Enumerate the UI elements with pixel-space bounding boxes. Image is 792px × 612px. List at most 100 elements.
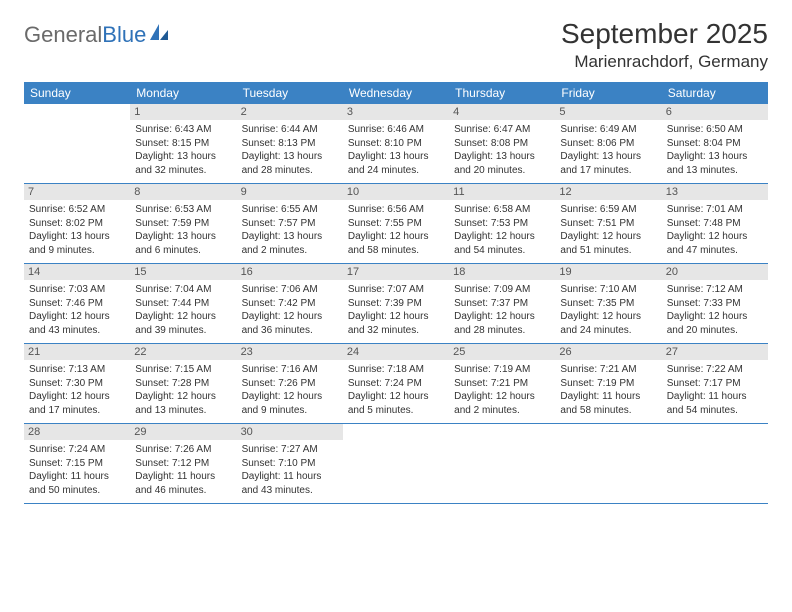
day-cell: 19Sunrise: 7:10 AMSunset: 7:35 PMDayligh… <box>555 264 661 343</box>
sail-icon <box>148 22 170 47</box>
day-number: 5 <box>555 104 661 120</box>
weekday-header: Sunday <box>24 82 130 104</box>
day-detail-line: Sunset: 7:42 PM <box>242 297 338 311</box>
weekday-header: Monday <box>130 82 236 104</box>
day-detail-line: Sunset: 7:57 PM <box>242 217 338 231</box>
day-cell <box>24 104 130 183</box>
day-cell: 27Sunrise: 7:22 AMSunset: 7:17 PMDayligh… <box>662 344 768 423</box>
day-details: Sunrise: 7:03 AMSunset: 7:46 PMDaylight:… <box>29 283 125 337</box>
day-details: Sunrise: 7:15 AMSunset: 7:28 PMDaylight:… <box>135 363 231 417</box>
day-cell: 14 Sunrise: 7:03 AMSunset: 7:46 PMDayligh… <box>24 264 130 343</box>
day-detail-line: Sunset: 7:59 PM <box>135 217 231 231</box>
logo-text-general: General <box>24 22 102 47</box>
weekday-header: Thursday <box>449 82 555 104</box>
day-details: Sunrise: 6:44 AMSunset: 8:13 PMDaylight:… <box>242 123 338 177</box>
day-number: 28 <box>24 424 130 440</box>
day-details: Sunrise: 7:26 AMSunset: 7:12 PMDaylight:… <box>135 443 231 497</box>
day-cell: 25Sunrise: 7:19 AMSunset: 7:21 PMDayligh… <box>449 344 555 423</box>
day-details: Sunrise: 7:07 AMSunset: 7:39 PMDaylight:… <box>348 283 444 337</box>
day-detail-line: Daylight: 13 hours <box>29 230 125 244</box>
day-cell: 16 Sunrise: 7:06 AMSunset: 7:42 PMDayligh… <box>237 264 343 343</box>
day-detail-line: Sunrise: 6:52 AM <box>29 203 125 217</box>
day-details: Sunrise: 7:04 AMSunset: 7:44 PMDaylight:… <box>135 283 231 337</box>
day-detail-line: Daylight: 12 hours <box>29 310 125 324</box>
day-details: Sunrise: 7:10 AMSunset: 7:35 PMDaylight:… <box>560 283 656 337</box>
day-detail-line: Sunrise: 7:16 AM <box>242 363 338 377</box>
day-detail-line: Daylight: 13 hours <box>348 150 444 164</box>
day-details: Sunrise: 7:18 AMSunset: 7:24 PMDaylight:… <box>348 363 444 417</box>
day-detail-line: and 2 minutes. <box>242 244 338 258</box>
day-detail-line: Sunset: 7:12 PM <box>135 457 231 471</box>
day-number: 18 <box>449 264 555 280</box>
day-detail-line: and 36 minutes. <box>242 324 338 338</box>
day-number: 11 <box>449 184 555 200</box>
day-cell: 12Sunrise: 6:59 AMSunset: 7:51 PMDayligh… <box>555 184 661 263</box>
day-detail-line: Daylight: 12 hours <box>135 310 231 324</box>
day-number: 13 <box>662 184 768 200</box>
day-details: Sunrise: 6:43 AMSunset: 8:15 PMDaylight:… <box>135 123 231 177</box>
day-detail-line: Sunrise: 6:50 AM <box>667 123 763 137</box>
day-detail-line: Sunrise: 7:09 AM <box>454 283 550 297</box>
weekday-header: Tuesday <box>237 82 343 104</box>
day-cell: 18Sunrise: 7:09 AMSunset: 7:37 PMDayligh… <box>449 264 555 343</box>
day-detail-line: Sunset: 7:48 PM <box>667 217 763 231</box>
day-number: 16 <box>237 264 343 280</box>
day-detail-line: Sunrise: 7:10 AM <box>560 283 656 297</box>
day-detail-line: Sunrise: 7:26 AM <box>135 443 231 457</box>
week-row: 21Sunrise: 7:13 AMSunset: 7:30 PMDayligh… <box>24 344 768 424</box>
day-cell: 29Sunrise: 7:26 AMSunset: 7:12 PMDayligh… <box>130 424 236 503</box>
day-cell: 4Sunrise: 6:47 AMSunset: 8:08 PMDaylight… <box>449 104 555 183</box>
week-row: 28Sunrise: 7:24 AMSunset: 7:15 PMDayligh… <box>24 424 768 504</box>
day-details: Sunrise: 7:12 AMSunset: 7:33 PMDaylight:… <box>667 283 763 337</box>
day-detail-line: and 2 minutes. <box>454 404 550 418</box>
day-details: Sunrise: 6:52 AMSunset: 8:02 PMDaylight:… <box>29 203 125 257</box>
weekday-header-row: SundayMondayTuesdayWednesdayThursdayFrid… <box>24 82 768 104</box>
day-cell: 30Sunrise: 7:27 AMSunset: 7:10 PMDayligh… <box>237 424 343 503</box>
day-detail-line: Sunset: 7:17 PM <box>667 377 763 391</box>
day-details: Sunrise: 7:19 AMSunset: 7:21 PMDaylight:… <box>454 363 550 417</box>
day-detail-line: Sunrise: 7:12 AM <box>667 283 763 297</box>
day-cell: 3Sunrise: 6:46 AMSunset: 8:10 PMDaylight… <box>343 104 449 183</box>
day-detail-line: and 5 minutes. <box>348 404 444 418</box>
weekday-header: Friday <box>555 82 661 104</box>
day-detail-line: Sunset: 7:21 PM <box>454 377 550 391</box>
day-detail-line: Sunset: 8:13 PM <box>242 137 338 151</box>
day-number: 30 <box>237 424 343 440</box>
day-detail-line: Sunset: 7:39 PM <box>348 297 444 311</box>
day-detail-line: and 51 minutes. <box>560 244 656 258</box>
day-detail-line: Sunrise: 6:46 AM <box>348 123 444 137</box>
day-detail-line: Daylight: 12 hours <box>454 390 550 404</box>
day-number: 23 <box>237 344 343 360</box>
day-cell: 21Sunrise: 7:13 AMSunset: 7:30 PMDayligh… <box>24 344 130 423</box>
day-detail-line: Daylight: 12 hours <box>29 390 125 404</box>
day-cell: 11Sunrise: 6:58 AMSunset: 7:53 PMDayligh… <box>449 184 555 263</box>
day-detail-line: and 46 minutes. <box>135 484 231 498</box>
day-detail-line: and 54 minutes. <box>454 244 550 258</box>
day-detail-line: Sunset: 7:37 PM <box>454 297 550 311</box>
day-detail-line: Daylight: 13 hours <box>242 230 338 244</box>
day-detail-line: Sunrise: 6:53 AM <box>135 203 231 217</box>
day-detail-line: and 39 minutes. <box>135 324 231 338</box>
day-number: 3 <box>343 104 449 120</box>
day-detail-line: Daylight: 12 hours <box>348 230 444 244</box>
day-detail-line: Sunset: 7:26 PM <box>242 377 338 391</box>
day-detail-line: Sunrise: 7:22 AM <box>667 363 763 377</box>
day-cell <box>555 424 661 503</box>
week-row: 14 Sunrise: 7:03 AMSunset: 7:46 PMDayligh… <box>24 264 768 344</box>
day-number: 21 <box>24 344 130 360</box>
day-detail-line: and 13 minutes. <box>135 404 231 418</box>
day-cell: 24Sunrise: 7:18 AMSunset: 7:24 PMDayligh… <box>343 344 449 423</box>
day-cell: 15Sunrise: 7:04 AMSunset: 7:44 PMDayligh… <box>130 264 236 343</box>
day-number: 7 <box>24 184 130 200</box>
day-number: 17 <box>343 264 449 280</box>
day-number: 14 <box>24 264 130 280</box>
day-detail-line: Sunrise: 6:47 AM <box>454 123 550 137</box>
day-detail-line: Daylight: 13 hours <box>135 230 231 244</box>
day-details: Sunrise: 7:06 AMSunset: 7:42 PMDaylight:… <box>242 283 338 337</box>
day-details: Sunrise: 7:16 AMSunset: 7:26 PMDaylight:… <box>242 363 338 417</box>
day-detail-line: Sunset: 7:53 PM <box>454 217 550 231</box>
day-detail-line: Sunrise: 7:15 AM <box>135 363 231 377</box>
day-details: Sunrise: 6:59 AMSunset: 7:51 PMDaylight:… <box>560 203 656 257</box>
day-details: Sunrise: 6:47 AMSunset: 8:08 PMDaylight:… <box>454 123 550 177</box>
day-detail-line: Daylight: 12 hours <box>348 310 444 324</box>
